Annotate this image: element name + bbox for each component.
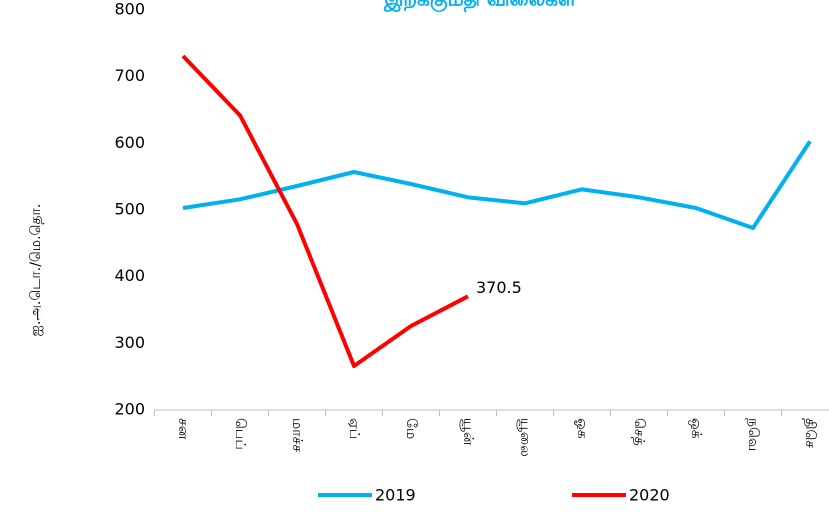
x-tick-label: செத்	[631, 418, 647, 446]
x-tick-label: ஓக	[574, 418, 590, 439]
x-tick-label: ஒக்	[688, 418, 704, 439]
y-axis-label: ஐ.அ.டொ./மெ.தொ.	[28, 204, 44, 337]
x-tick-label: ஏப்	[346, 418, 362, 439]
legend-label: 2020	[629, 486, 670, 505]
y-tick-label: 500	[114, 200, 145, 219]
data-label: 370.5	[476, 278, 522, 297]
y-tick-label: 400	[114, 266, 145, 285]
x-tick-label: பெப்	[232, 418, 248, 450]
legend-label: 2019	[375, 486, 416, 505]
line-series	[181, 54, 469, 368]
x-tick-label: சன	[175, 418, 191, 440]
y-tick-label: 300	[114, 333, 145, 352]
x-tick-label: மாச்ச	[289, 418, 305, 452]
y-tick-label: 800	[114, 0, 145, 19]
x-tick-label: மே	[403, 418, 419, 439]
x-tick-label: நவெ	[745, 418, 761, 451]
y-tick-label: 700	[114, 66, 145, 85]
chart-title: இறக்குமதி விலைகள்	[383, 0, 577, 13]
x-tick-label: யூலை	[517, 418, 533, 457]
y-tick-label: 200	[114, 400, 145, 419]
x-tick-label: திசெ	[802, 418, 818, 448]
x-tick-label: யூன்	[460, 418, 476, 446]
line-series	[182, 140, 812, 230]
y-tick-label: 600	[114, 133, 145, 152]
